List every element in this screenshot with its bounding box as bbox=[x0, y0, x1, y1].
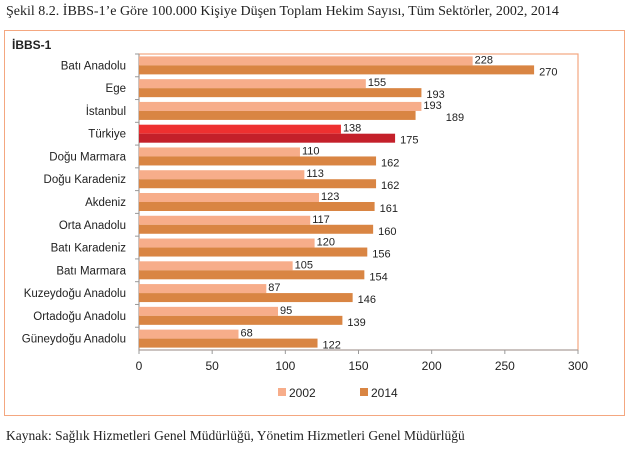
data-label-2014: 160 bbox=[378, 226, 396, 238]
bar-2002 bbox=[139, 329, 239, 339]
data-label-2002: 117 bbox=[312, 214, 330, 226]
data-label-2014: 156 bbox=[372, 249, 390, 261]
bar-2002 bbox=[139, 261, 293, 271]
bar-2002 bbox=[139, 147, 300, 157]
legend-swatch-2014 bbox=[360, 388, 368, 396]
data-label-2014: 139 bbox=[347, 317, 365, 329]
data-label-2014: 122 bbox=[323, 340, 341, 352]
data-label-2002: 120 bbox=[317, 237, 335, 249]
category-label: Güneydoğu Anadolu bbox=[22, 334, 126, 346]
category-label: Ortadoğu Anadolu bbox=[33, 311, 126, 323]
category-label: Orta Anadolu bbox=[59, 220, 126, 232]
data-label-2002: 68 bbox=[241, 328, 253, 340]
bar-2014 bbox=[139, 156, 377, 166]
bar-2014 bbox=[139, 133, 396, 143]
bar-2002 bbox=[139, 215, 311, 225]
data-label-2002: 95 bbox=[280, 305, 292, 317]
bar-2014 bbox=[139, 247, 368, 257]
chart-title: İBBS-1 bbox=[12, 37, 52, 52]
category-label: Doğu Marmara bbox=[49, 151, 126, 163]
category-label: Türkiye bbox=[88, 129, 126, 141]
x-tick-label: 300 bbox=[568, 359, 588, 373]
data-label-2002: 193 bbox=[423, 100, 441, 112]
category-label: İstanbul bbox=[86, 105, 126, 118]
figure-title: Şekil 8.2. İBBS-1’e Göre 100.000 Kişiye … bbox=[6, 4, 559, 19]
bar-2002 bbox=[139, 284, 267, 294]
data-label-2002: 138 bbox=[343, 123, 361, 135]
x-tick-label: 50 bbox=[205, 359, 219, 373]
bar-2002 bbox=[139, 193, 319, 202]
data-label-2014: 193 bbox=[426, 89, 444, 101]
category-label: Ege bbox=[106, 83, 126, 95]
data-label-2014: 146 bbox=[358, 294, 376, 306]
legend-label-2002: 2002 bbox=[289, 386, 316, 400]
data-label-2002: 155 bbox=[368, 77, 386, 89]
category-label: Akdeniz bbox=[85, 197, 126, 209]
bar-2014 bbox=[139, 338, 318, 348]
data-label-2014: 162 bbox=[381, 180, 399, 192]
data-label-2002: 228 bbox=[475, 54, 493, 66]
data-label-2014: 270 bbox=[539, 66, 557, 78]
legend-swatch-2002 bbox=[278, 388, 286, 396]
x-tick-label: 200 bbox=[422, 359, 442, 373]
data-label-2002: 110 bbox=[302, 145, 320, 157]
x-tick-label: 250 bbox=[495, 359, 515, 373]
bar-2014 bbox=[139, 270, 365, 280]
data-label-2014: 161 bbox=[380, 203, 398, 215]
data-label-2002: 87 bbox=[268, 282, 280, 294]
bar-2014 bbox=[139, 202, 375, 211]
bar-2002 bbox=[139, 238, 315, 248]
x-tick-label: 100 bbox=[275, 359, 295, 373]
bar-2014 bbox=[139, 315, 343, 325]
bar-2014 bbox=[139, 293, 353, 303]
data-label-2002: 123 bbox=[321, 191, 339, 203]
data-label-2014: 175 bbox=[400, 135, 418, 147]
data-label-2002: 113 bbox=[306, 168, 324, 180]
source-note: Kaynak: Sağlık Hizmetleri Genel Müdürlüğ… bbox=[6, 428, 465, 443]
category-label: Batı Anadolu bbox=[61, 60, 126, 72]
bar-2002 bbox=[139, 79, 366, 89]
data-label-2014: 189 bbox=[446, 112, 464, 124]
bar-2002 bbox=[139, 56, 473, 66]
category-label: Batı Karadeniz bbox=[51, 243, 127, 255]
legend-label-2014: 2014 bbox=[371, 386, 398, 400]
bar-2002 bbox=[139, 306, 279, 316]
data-label-2014: 154 bbox=[369, 271, 387, 283]
bar-2002 bbox=[139, 101, 422, 111]
category-label: Doğu Karadeniz bbox=[44, 174, 127, 186]
x-tick-label: 0 bbox=[136, 359, 143, 373]
category-label: Kuzeydoğu Anadolu bbox=[24, 288, 126, 300]
bar-2002 bbox=[139, 170, 305, 180]
bar-2002 bbox=[139, 124, 341, 134]
data-label-2014: 162 bbox=[381, 157, 399, 169]
category-label: Batı Marmara bbox=[56, 265, 126, 277]
bar-2014 bbox=[139, 224, 374, 234]
chart-frame bbox=[4, 30, 625, 416]
data-label-2002: 105 bbox=[295, 259, 313, 271]
bar-2014 bbox=[139, 110, 416, 120]
x-tick-label: 150 bbox=[348, 359, 368, 373]
bar-2014 bbox=[139, 88, 422, 98]
bar-2014 bbox=[139, 179, 377, 189]
bar-2014 bbox=[139, 65, 535, 75]
